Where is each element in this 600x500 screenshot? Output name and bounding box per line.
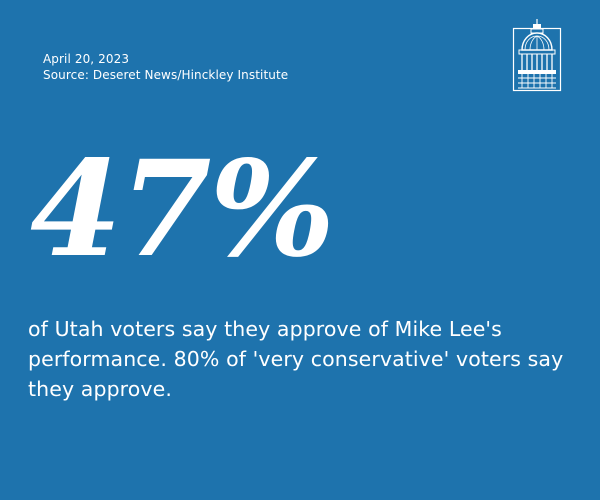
date-label: April 20, 2023 <box>43 52 130 66</box>
headline-percentage: 47% <box>30 132 335 287</box>
capitol-dome-icon <box>512 18 562 92</box>
statement-text: of Utah voters say they approve of Mike … <box>28 317 564 401</box>
meta-block: April 20, 2023 Source: Deseret News/Hinc… <box>43 51 288 83</box>
source-label: Source: Deseret News/Hinckley Institute <box>43 68 289 82</box>
